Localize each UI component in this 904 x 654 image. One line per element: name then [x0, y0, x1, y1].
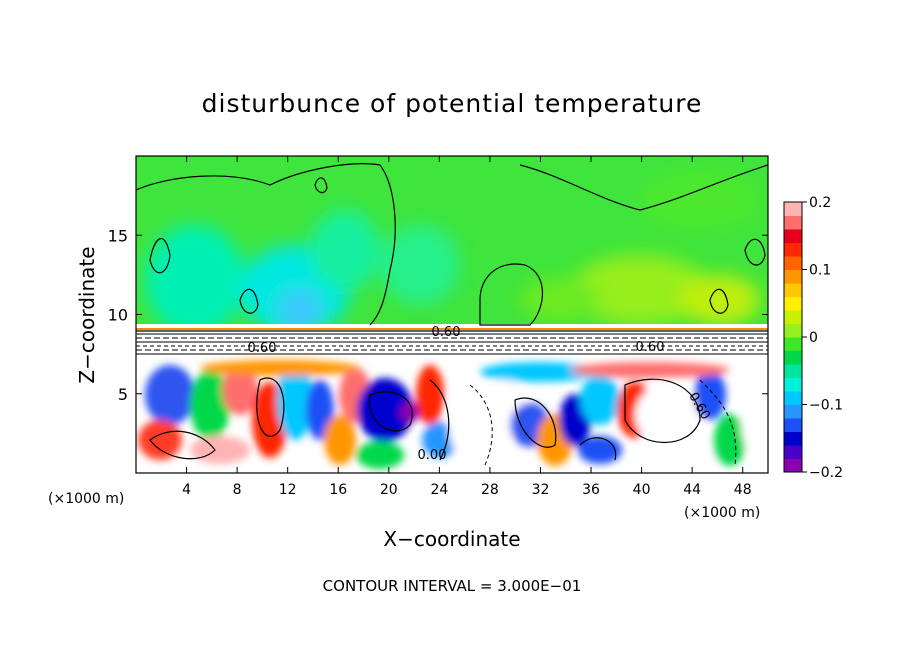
colorbar-tick-label: 0: [809, 330, 818, 346]
colorbar-swatch: [784, 310, 802, 324]
colorbar-swatch: [784, 202, 802, 216]
y-axis-label: Z−coordinate: [75, 246, 99, 383]
contour-interval: CONTOUR INTERVAL = 3.000E−01: [323, 577, 582, 595]
colorbar-swatch: [784, 431, 802, 446]
colorbar-swatch: [784, 283, 802, 297]
colorbar-swatch: [784, 337, 802, 351]
colorbar-swatch: [784, 350, 802, 365]
colorbar-ticks: 0.2 0.1 0 −0.1 −0.2: [802, 195, 843, 481]
colorbar-swatch: [784, 458, 802, 473]
x-tick-label: 36: [582, 482, 600, 498]
contour-label: 0.60: [432, 325, 461, 340]
x-tick-label: 12: [279, 482, 297, 498]
y-tick-label: 5: [118, 385, 128, 404]
colorbar-swatch: [784, 323, 802, 338]
x-tick-label: 28: [481, 482, 499, 498]
colorbar-swatch: [784, 269, 802, 284]
colorbar-swatch: [784, 296, 802, 311]
colorbar-swatch: [784, 242, 802, 257]
y-tick-label: 15: [108, 226, 128, 245]
colorbar: [784, 202, 802, 473]
x-tick-label: 40: [633, 482, 651, 498]
contour-label: 0.00: [418, 448, 447, 463]
x-tick-label: 44: [683, 482, 701, 498]
eddy-field: [138, 360, 768, 469]
upper-anomalies: [145, 170, 760, 335]
colorbar-swatch: [784, 229, 802, 243]
x-axis-label: X−coordinate: [383, 527, 520, 551]
colorbar-tick-label: 0.1: [809, 263, 831, 279]
colorbar-tick-label: −0.2: [809, 465, 843, 481]
plot-area: [136, 156, 768, 473]
colorbar-swatch: [784, 445, 802, 459]
colorbar-swatch: [784, 215, 802, 230]
x-tick-label: 24: [430, 482, 448, 498]
x-axis-ticks: 4 8 12 16 20 24 28 32 36 40 44 48: [182, 156, 752, 498]
colorbar-swatch: [784, 364, 802, 378]
x-tick-label: 20: [380, 482, 398, 498]
colorbar-swatch: [784, 404, 802, 419]
colorbar-swatch: [784, 377, 802, 392]
x-tick-label: 4: [182, 482, 191, 498]
chart-title: disturbunce of potential temperature: [202, 89, 703, 118]
x-tick-label: 16: [329, 482, 347, 498]
colorbar-tick-label: 0.2: [809, 195, 831, 211]
contour-labels: 0.60 0.60 0.60 0.60 0.00: [248, 325, 713, 463]
upper-contours: [136, 163, 768, 326]
contour-label: 0.60: [248, 341, 277, 356]
y-axis-ticks: 5 10 15: [108, 226, 768, 404]
x-tick-label: 8: [233, 482, 242, 498]
colorbar-swatch: [784, 256, 802, 270]
colorbar-tick-label: −0.1: [809, 398, 843, 414]
eddy-contours: [149, 377, 701, 461]
x-tick-label: 48: [734, 482, 752, 498]
x-unit-right: (×1000 m): [684, 505, 760, 521]
colorbar-swatch: [784, 418, 802, 432]
x-tick-label: 32: [532, 482, 550, 498]
x-unit-left: (×1000 m): [48, 491, 124, 507]
colorbar-swatch: [784, 391, 802, 405]
y-tick-label: 10: [108, 306, 128, 325]
contour-label: 0.60: [636, 340, 665, 355]
